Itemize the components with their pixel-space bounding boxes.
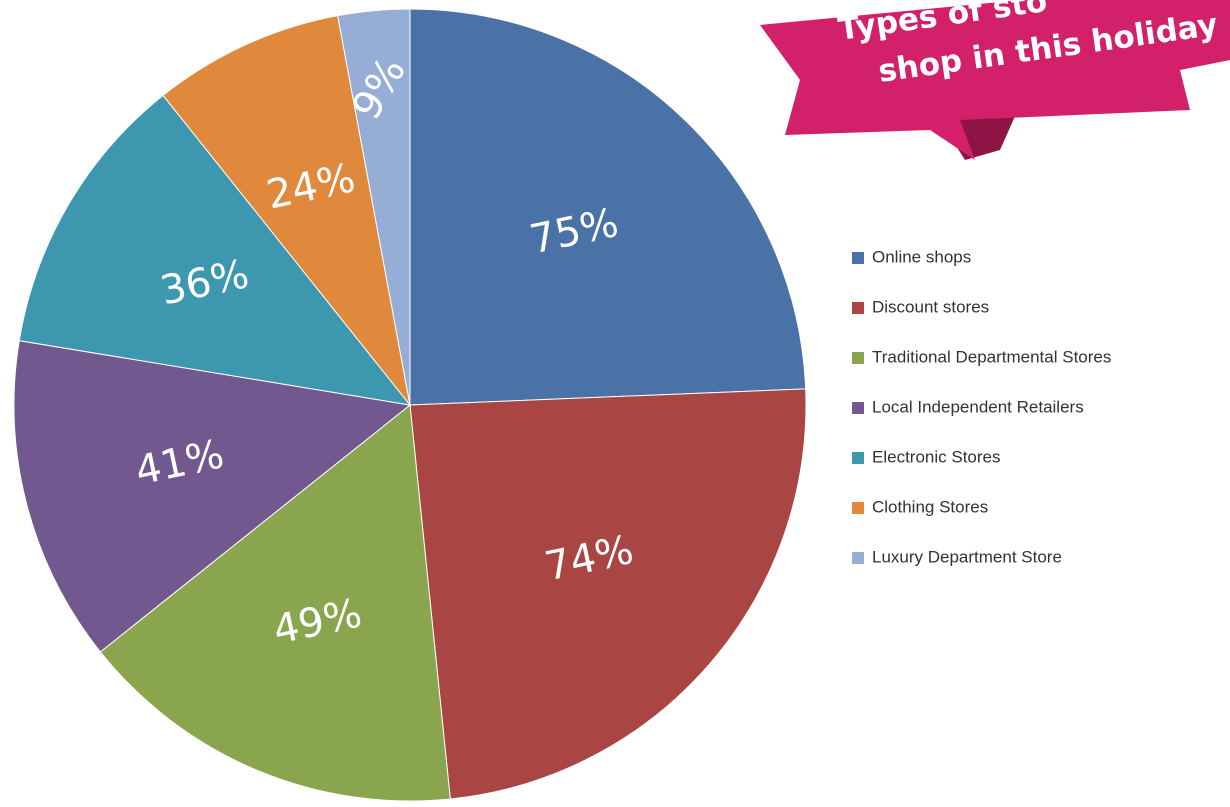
legend-swatch [852,252,864,264]
legend-swatch [852,452,864,464]
legend-label: Luxury Department Store [872,547,1062,566]
legend-swatch [852,302,864,314]
pie-slice [13,340,412,653]
legend-label: Online shops [872,247,971,266]
pie-slice [409,388,807,800]
pie-slice [18,94,412,406]
pie-slice [337,8,411,406]
legend-swatch [852,402,864,414]
banner: Types of sto shop in this holiday [760,0,1230,160]
legend-label: Traditional Departmental Stores [872,347,1111,366]
legend: Online shops Discount stores Traditional D… [852,247,1111,566]
legend-label: Local Independent Retailers [872,397,1084,416]
legend-label: Clothing Stores [872,497,988,516]
legend-label: Discount stores [872,297,989,316]
legend-label: Electronic Stores [872,447,1001,466]
legend-swatch [852,502,864,514]
pie-slice [99,404,451,802]
legend-swatch [852,552,864,564]
pie: 75%74%49%41%36%24%9% [13,8,807,802]
pie-slice [409,8,807,406]
pie-slice [162,15,411,406]
legend-swatch [852,352,864,364]
ribbon [760,0,1230,160]
